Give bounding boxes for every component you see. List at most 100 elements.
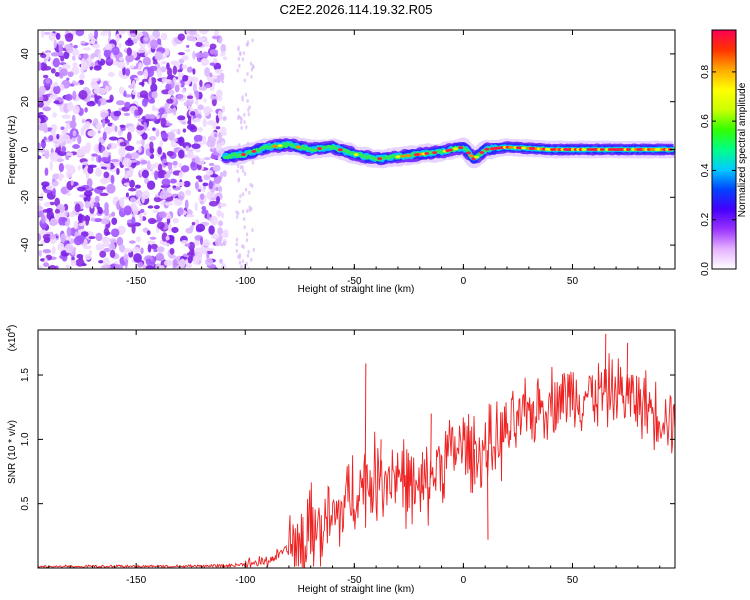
noise-speck	[141, 193, 145, 204]
noise-speck	[93, 65, 102, 71]
noise-speck	[145, 265, 154, 269]
noise-speck	[119, 124, 126, 128]
noise-speck	[129, 65, 135, 69]
noise-speck	[131, 216, 136, 225]
noise-speck	[216, 209, 222, 217]
noise-speck	[99, 192, 109, 197]
colorbar-tick-label: 0.2	[700, 212, 711, 226]
snr-x-label: Height of straight line (km)	[298, 584, 415, 595]
noise-speck	[248, 205, 251, 210]
noise-speck	[181, 88, 186, 94]
noise-speck	[87, 165, 94, 174]
noise-speck	[124, 167, 130, 172]
noise-speck	[248, 190, 251, 195]
noise-speck	[105, 58, 114, 63]
spectrogram-x-label: Height of straight line (km)	[298, 284, 415, 295]
noise-speck	[139, 214, 143, 223]
colorbar-tick-label: 0.0	[700, 262, 711, 276]
noise-speck	[71, 55, 76, 61]
noise-speck	[252, 247, 255, 252]
spectrogram-x-ticks: -150 -100 -50 0 50	[48, 30, 661, 287]
noise-speck	[220, 141, 225, 146]
noise-speck	[84, 107, 88, 113]
noise-speck	[64, 44, 72, 50]
noise-speck	[177, 115, 186, 121]
x-tick-label: 0	[461, 575, 467, 586]
noise-speck	[190, 111, 196, 116]
noise-speck	[153, 248, 158, 253]
noise-speck	[81, 161, 89, 166]
noise-speck	[213, 133, 218, 138]
signal-peak	[625, 148, 631, 151]
noise-speck	[65, 170, 73, 179]
noise-speck	[172, 217, 179, 224]
noise-speck	[58, 97, 63, 103]
noise-speck	[245, 125, 248, 130]
colorbar-tick-label: 0.4	[700, 163, 711, 177]
snr-spike	[626, 342, 629, 396]
noise-speck	[218, 132, 221, 138]
noise-speck	[91, 153, 98, 157]
noise-speck	[104, 85, 109, 94]
snr-multiplier-exp: 4	[6, 328, 13, 332]
noise-speck	[137, 118, 143, 122]
x-tick-label: -150	[126, 276, 146, 287]
noise-speck	[209, 72, 213, 78]
noise-speck	[138, 62, 143, 71]
noise-speck	[197, 36, 203, 43]
noise-speck	[216, 195, 220, 204]
signal-peak	[377, 157, 383, 161]
noise-speck	[38, 85, 46, 95]
noise-speck	[165, 83, 173, 92]
colorbar-ticks: 0.0 0.2 0.4 0.6 0.8	[700, 29, 737, 276]
snr-y-label: SNR (10 * v/v)	[7, 420, 18, 484]
noise-speck	[111, 211, 116, 217]
noise-speck	[42, 233, 52, 240]
noise-speck	[158, 211, 167, 219]
noise-speck	[38, 197, 44, 201]
noise-speck	[46, 51, 50, 60]
noise-speck	[166, 98, 174, 104]
noise-speck	[241, 192, 245, 197]
noise-speck	[71, 256, 75, 261]
noise-speck	[73, 44, 78, 49]
noise-speck	[38, 233, 42, 242]
noise-speck	[202, 241, 211, 247]
noise-speck	[201, 206, 207, 211]
noise-speck	[207, 250, 213, 255]
noise-speck	[77, 134, 82, 145]
colorbar-gradient	[712, 30, 736, 269]
noise-speck	[251, 160, 255, 165]
signal-peak	[424, 152, 430, 155]
noise-speck	[241, 209, 245, 214]
snr-y-ticks: 0.5 1.0 1.5	[20, 368, 675, 511]
noise-speck	[113, 110, 122, 117]
noise-speck	[63, 127, 68, 133]
noise-speck	[83, 190, 93, 197]
noise-speck	[239, 52, 242, 57]
noise-speck	[64, 209, 68, 217]
noise-speck	[72, 90, 77, 101]
noise-speck	[152, 127, 156, 131]
noise-speck	[163, 259, 174, 267]
noise-speck	[249, 182, 252, 187]
noise-speck	[101, 264, 111, 269]
noise-speck	[235, 210, 238, 215]
noise-speck	[174, 197, 180, 206]
noise-speck	[242, 168, 245, 173]
colorbar-label: Normalized spectral amplitude	[737, 82, 748, 217]
noise-speck	[49, 160, 53, 171]
noise-speck	[177, 72, 181, 83]
noise-speck	[240, 125, 243, 130]
noise-speck	[205, 247, 215, 252]
noise-speck	[143, 121, 147, 131]
noise-speck	[87, 130, 97, 137]
noise-speck	[247, 266, 250, 269]
noise-speck	[220, 202, 227, 207]
noise-speck	[250, 74, 253, 79]
noise-speck	[80, 127, 85, 136]
noise-speck	[42, 74, 49, 79]
noise-speck	[55, 32, 61, 40]
noise-speck	[186, 35, 195, 41]
snr-spike	[430, 413, 432, 478]
